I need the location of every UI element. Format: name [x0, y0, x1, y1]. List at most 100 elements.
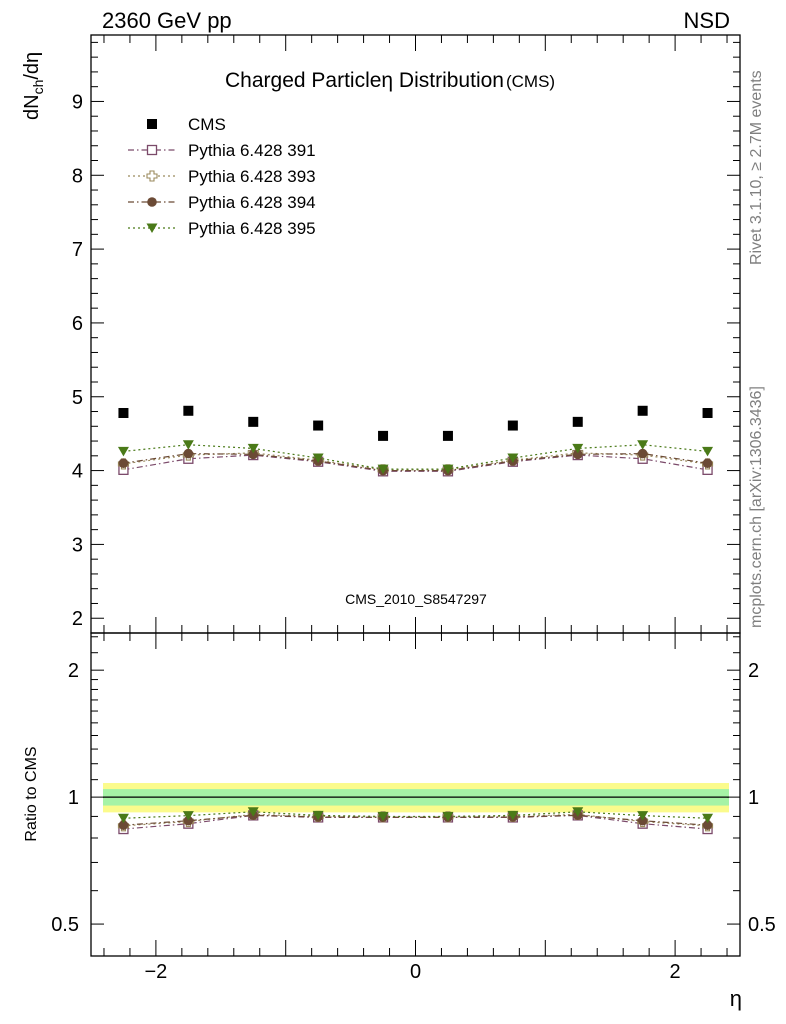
ratio-data-point — [117, 813, 129, 824]
legend-entry-pythia-6-428-395: Pythia 6.428 395 — [128, 219, 316, 238]
x-tick-label: 0 — [410, 961, 421, 983]
data-point — [118, 458, 129, 468]
data-point — [637, 448, 648, 459]
data-point — [377, 464, 389, 475]
ratio-bands — [103, 783, 729, 813]
x-tick-labels: −2 0 2 — [144, 961, 680, 983]
ratio-series-line — [123, 814, 708, 826]
ratio-data-point — [572, 807, 584, 817]
legend-entry-pythia-6-428-391: Pythia 6.428 391 — [128, 141, 316, 160]
data-point — [702, 458, 713, 468]
series-pythia-6-428-394 — [118, 448, 713, 476]
legend-label: Pythia 6.428 391 — [188, 141, 316, 160]
legend-label: Pythia 6.428 394 — [188, 193, 316, 212]
data-point — [507, 453, 519, 464]
chart-title-suffix: (CMS) — [506, 72, 555, 91]
ratio-series-line — [123, 814, 708, 830]
ratio-series-pythia-6-428-394 — [118, 810, 713, 830]
legend-label: CMS — [188, 115, 226, 134]
ratio-data-point — [637, 815, 648, 826]
y-tick-label: 7 — [72, 239, 83, 261]
ratio-ticks — [91, 633, 740, 956]
ratio-data-point — [702, 820, 713, 830]
y-tick-label: 5 — [72, 387, 83, 409]
data-point — [247, 443, 259, 454]
data-point — [118, 407, 129, 418]
ratio-data-point — [247, 807, 259, 817]
ratio-series-line — [123, 813, 708, 827]
main-series-layer — [117, 405, 714, 477]
y-tick-label: 6 — [72, 313, 83, 335]
data-point — [637, 440, 649, 450]
data-point — [572, 443, 584, 454]
legend-label: Pythia 6.428 395 — [188, 219, 316, 238]
y-tick-label: 2 — [72, 608, 83, 630]
main-y-tick-labels: 2 3 4 5 6 7 8 9 — [72, 91, 83, 630]
legend-marker — [147, 119, 157, 129]
ratio-series-pythia-6-428-393 — [117, 808, 714, 832]
legend: CMS Pythia 6.428 391 Pythia 6.428 393 Pythi… — [128, 115, 316, 238]
y-tick-label: 8 — [72, 165, 83, 187]
legend-marker — [146, 223, 158, 233]
data-point — [702, 407, 713, 418]
ratio-data-point — [118, 820, 129, 830]
ratio-data-point — [183, 815, 194, 826]
main-ticks — [91, 35, 740, 633]
legend-marker — [146, 170, 158, 182]
ratio-y-tick-label-left: 1 — [68, 787, 79, 809]
x-tick-label: 2 — [670, 961, 681, 983]
legend-label: Pythia 6.428 393 — [188, 167, 316, 186]
y-tick-label: 4 — [72, 461, 83, 483]
data-point — [637, 405, 648, 416]
data-point — [572, 416, 583, 427]
ratio-series-pythia-6-428-395 — [117, 807, 714, 824]
main-panel: 2 3 4 5 6 7 8 9 Charged Particleη Distribution(… — [21, 34, 741, 634]
data-point — [117, 446, 129, 457]
ratio-y-tick-label-right: 0.5 — [748, 914, 776, 936]
ratio-data-point — [182, 811, 194, 821]
watermark: CMS_2010_S8547297 — [345, 591, 487, 607]
ratio-y-tick-label-left: 0.5 — [51, 914, 79, 936]
legend-marker — [146, 144, 158, 156]
data-point — [507, 420, 518, 431]
energy-label: 2360 GeV pp — [102, 8, 232, 33]
series-line — [123, 452, 708, 472]
series-line — [123, 444, 708, 470]
main-y-axis-label: dNch/dη — [21, 52, 46, 120]
data-point — [442, 464, 454, 475]
ratio-panel: 0.5 0.5 1 1 2 2 −2 0 2 Ratio to CMS η — [23, 632, 776, 1011]
series-cms — [118, 405, 713, 441]
ratio-y-tick-label-left: 2 — [68, 660, 79, 682]
series-line — [123, 454, 708, 472]
chart-title: Charged Particleη Distribution (CMS) — [225, 69, 555, 92]
rivet-label: Rivet 3.1.10, ≥ 2.7M events — [748, 70, 765, 265]
legend-marker — [147, 197, 157, 207]
data-point — [248, 449, 259, 460]
series-pythia-6-428-395 — [117, 440, 714, 475]
data-point — [312, 453, 324, 464]
mcplots-label: mcplots.cern.ch [arXiv:1306.3436] — [748, 386, 765, 628]
x-axis-label: η — [730, 986, 742, 1011]
ratio-data-point — [377, 811, 389, 822]
legend-entry-pythia-6-428-394: Pythia 6.428 394 — [128, 193, 316, 212]
data-point — [442, 430, 453, 441]
y-tick-label: 3 — [72, 534, 83, 556]
ratio-y-tick-labels: 0.5 0.5 1 1 2 2 — [51, 660, 776, 936]
ratio-data-point — [507, 810, 519, 821]
ratio-data-point — [637, 811, 649, 821]
ratio-data-point — [312, 810, 324, 821]
data-point — [378, 430, 389, 441]
data-point — [183, 448, 194, 459]
process-label: NSD — [684, 8, 730, 33]
legend-entry-pythia-6-428-393: Pythia 6.428 393 — [128, 167, 316, 186]
ratio-data-point — [442, 811, 454, 822]
ratio-data-point — [702, 813, 714, 824]
x-tick-label: −2 — [144, 961, 167, 983]
data-point — [183, 405, 194, 416]
data-point — [182, 440, 194, 450]
series-line — [123, 452, 708, 471]
ratio-y-axis-label: Ratio to CMS — [23, 746, 40, 841]
ratio-y-tick-label-right: 1 — [748, 787, 759, 809]
data-point — [248, 416, 259, 427]
